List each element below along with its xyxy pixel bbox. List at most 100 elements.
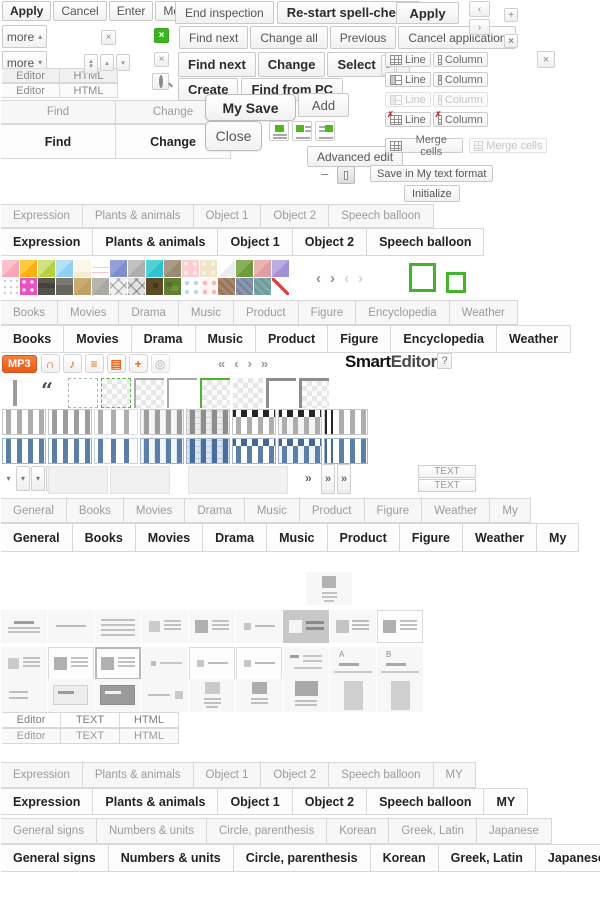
pattern-swatch[interactable] (200, 278, 217, 295)
find-replace-button[interactable]: Select (327, 52, 386, 77)
tab[interactable]: Drama (203, 523, 268, 552)
tab[interactable]: Object 1 (218, 228, 293, 256)
advanced-edit-button[interactable]: Advanced edit (307, 146, 404, 167)
preview-box[interactable] (48, 466, 108, 494)
pattern-swatch[interactable] (56, 278, 73, 295)
table-style-thumbnail[interactable] (2, 438, 46, 464)
insert-column-button[interactable]: ✗ Column (432, 110, 488, 127)
tab[interactable]: Object 1 (193, 762, 262, 788)
border-style-thumbnail[interactable] (134, 378, 164, 408)
pager-chevron-icon[interactable]: › (358, 270, 363, 287)
layout-thumbnail[interactable] (377, 679, 423, 712)
tab[interactable]: HTML (120, 728, 179, 744)
tab[interactable]: Editor (2, 83, 60, 98)
layout-thumbnail[interactable] (48, 679, 94, 712)
border-style-thumbnail[interactable] (266, 378, 296, 408)
tab[interactable]: Circle, parenthesis (233, 844, 371, 872)
tab[interactable]: Movies (135, 523, 204, 552)
insert-line-button[interactable]: ✗ Line (385, 110, 431, 127)
media-tool-icon[interactable]: ◎ (150, 354, 170, 373)
tab[interactable]: Object 2 (292, 228, 368, 256)
pattern-swatch[interactable] (254, 278, 271, 295)
tab[interactable]: Books (1, 300, 58, 325)
tab[interactable]: Movies (64, 325, 132, 353)
dropdown-arrow-button[interactable]: ▾ (31, 466, 45, 491)
tab[interactable]: Expression (1, 788, 94, 815)
layout-thumbnail[interactable] (95, 610, 141, 643)
expand-more-icon[interactable]: » (305, 471, 312, 485)
tab[interactable]: Movies (57, 300, 120, 325)
pattern-swatch[interactable] (92, 278, 109, 295)
find-replace-button[interactable]: Change all (250, 26, 328, 49)
pattern-swatch[interactable] (218, 278, 235, 295)
dropdown-arrow-button[interactable]: ▾ (16, 466, 30, 491)
layout-thumbnail[interactable] (330, 679, 376, 712)
tab[interactable]: MY (484, 788, 529, 815)
media-tool-icon[interactable]: ▤ (106, 354, 126, 373)
pattern-swatch[interactable] (272, 278, 289, 295)
pattern-swatch[interactable] (182, 278, 199, 295)
tab[interactable]: Japanese (476, 818, 552, 844)
layout-thumbnail-featured[interactable] (306, 572, 352, 605)
tab[interactable]: Product (327, 523, 400, 552)
tab[interactable]: Weather (496, 325, 572, 353)
color-swatch[interactable] (272, 260, 289, 277)
tab[interactable]: Product (255, 325, 329, 353)
expand-panel-button[interactable]: » (321, 464, 335, 494)
selection-box-large[interactable] (409, 263, 436, 292)
tab[interactable]: Korean (327, 818, 390, 844)
color-swatch[interactable] (74, 260, 91, 277)
tab[interactable]: MY (433, 762, 476, 788)
tab[interactable]: Encyclopedia (391, 325, 497, 353)
border-style-thumbnail[interactable] (299, 378, 329, 408)
layout-thumbnail[interactable]: A (330, 647, 376, 680)
tab[interactable]: Speech balloon (367, 228, 485, 256)
layout-thumbnail[interactable] (330, 610, 376, 643)
tab[interactable]: HTML (60, 83, 118, 98)
tab[interactable]: TEXT (61, 728, 120, 744)
border-style-thumbnail[interactable] (233, 378, 263, 408)
table-style-thumbnail[interactable] (278, 409, 322, 435)
tab[interactable]: Speech balloon (329, 204, 434, 228)
tab[interactable]: Editor (2, 68, 60, 83)
search-button[interactable] (152, 73, 169, 90)
border-style-thumbnail[interactable] (68, 378, 98, 408)
layout-thumbnail[interactable] (142, 679, 188, 712)
layout-thumbnail[interactable] (236, 679, 282, 712)
tab[interactable]: Object 1 (193, 204, 262, 228)
layout-thumbnail[interactable] (95, 647, 141, 680)
text-button[interactable]: TEXT (418, 479, 476, 492)
insert-column-button[interactable]: Column (432, 72, 488, 87)
color-swatch[interactable] (38, 260, 55, 277)
insert-line-button[interactable]: Line (385, 52, 431, 67)
table-style-thumbnail[interactable] (232, 409, 276, 435)
tab[interactable]: Plants & animals (93, 788, 219, 815)
layout-thumbnail[interactable] (283, 679, 329, 712)
tab[interactable]: Find (1, 100, 116, 124)
initialize-button[interactable]: Initialize (404, 185, 460, 202)
pattern-swatch[interactable] (20, 278, 37, 295)
red-close-icon[interactable]: × (504, 34, 518, 48)
text-button[interactable]: TEXT (418, 465, 476, 478)
insert-line-button[interactable]: Line (385, 72, 431, 87)
color-swatch[interactable] (218, 260, 235, 277)
nav-arrow-icon[interactable]: » (260, 356, 269, 371)
color-swatch[interactable] (2, 260, 19, 277)
layout-thumbnail[interactable] (236, 647, 282, 680)
media-tool-icon[interactable]: ∩ (40, 354, 60, 373)
media-tool-icon[interactable]: ♪ (62, 354, 82, 373)
media-tool-icon[interactable]: ≡ (84, 354, 104, 373)
layout-thumbnail[interactable] (1, 679, 47, 712)
tab[interactable]: Figure (298, 300, 357, 325)
pattern-swatch[interactable] (236, 278, 253, 295)
stepper-up-icon[interactable]: ▴ (89, 58, 93, 65)
table-style-thumbnail[interactable] (324, 438, 368, 464)
tab[interactable]: Books (66, 498, 124, 523)
color-swatch[interactable] (254, 260, 271, 277)
tab[interactable]: Books (72, 523, 136, 552)
find-replace-button[interactable]: Change (257, 52, 326, 77)
spellcheck-button[interactable]: Re-start spell-check (276, 1, 421, 24)
pager-chevron-icon[interactable]: ‹ (316, 270, 321, 287)
tab[interactable]: HTML (60, 68, 118, 83)
arrow-down-button[interactable]: ▾ (116, 54, 130, 71)
